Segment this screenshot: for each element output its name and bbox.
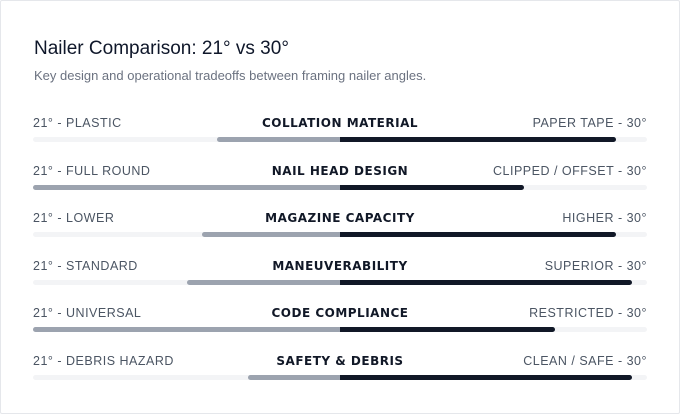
right-label: CLEAN / SAFE - 30°: [523, 354, 647, 368]
chart-title: Nailer Comparison: 21° vs 30°: [34, 38, 289, 59]
left-label: 21° - LOWER: [33, 211, 115, 226]
bar-30-degree: [340, 184, 525, 190]
bar-track: [33, 137, 647, 142]
right-label: RESTRICTED - 30°: [529, 306, 647, 321]
bar-track: [33, 232, 647, 238]
bar-21-degree: [217, 137, 340, 142]
category-label: MANEUVERABILITY: [272, 258, 408, 273]
comparison-row: 21° - PLASTIC COLLATION MATERIAL PAPER TAP…: [33, 116, 647, 146]
bar-21-degree: [33, 327, 340, 333]
right-label: SUPERIOR - 30°: [544, 258, 647, 273]
bar-21-degree: [33, 184, 340, 190]
bar-track: [33, 279, 647, 285]
left-label: 21° - UNIVERSAL: [33, 306, 142, 321]
category-label: SAFETY & DEBRIS: [276, 354, 404, 368]
right-label: HIGHER - 30°: [562, 211, 647, 226]
comparison-row: 21° - LOWER MAGAZINE CAPACITY HIGHER - 30°: [33, 211, 647, 241]
bar-track: [33, 327, 647, 333]
right-label: CLIPPED / OFFSET - 30°: [493, 163, 647, 178]
bar-21-degree: [186, 279, 340, 285]
bar-30-degree: [340, 375, 632, 380]
category-label: COLLATION MATERIAL: [261, 116, 419, 130]
bar-30-degree: [340, 279, 632, 285]
left-label: 21° - PLASTIC: [33, 116, 122, 130]
left-label: 21° - FULL ROUND: [33, 163, 151, 178]
category-label: MAGAZINE CAPACITY: [265, 211, 415, 226]
bar-21-degree: [247, 375, 340, 380]
comparison-row: 21° - UNIVERSAL CODE COMPLIANCE RESTRICTED…: [33, 306, 647, 336]
comparison-row: 21° - DEBRIS HAZARD SAFETY & DEBRIS CLEAN …: [33, 354, 647, 384]
left-label: 21° - DEBRIS HAZARD: [33, 354, 174, 368]
right-label: PAPER TAPE - 30°: [532, 116, 647, 130]
bar-track: [33, 184, 647, 190]
category-label: CODE COMPLIANCE: [271, 306, 409, 321]
comparison-row: 21° - STANDARD MANEUVERABILITY SUPERIOR - …: [33, 259, 647, 289]
bar-30-degree: [340, 232, 617, 238]
chart-subtitle: Key design and operational tradeoffs bet…: [34, 68, 427, 83]
bar-30-degree: [340, 137, 617, 142]
bar-21-degree: [201, 232, 340, 238]
category-label: NAIL HEAD DESIGN: [271, 163, 409, 178]
bar-30-degree: [340, 327, 555, 333]
comparison-row: 21° - FULL ROUND NAIL HEAD DESIGN CLIPPED …: [33, 164, 647, 194]
bar-track: [33, 375, 647, 380]
left-label: 21° - STANDARD: [33, 258, 138, 273]
